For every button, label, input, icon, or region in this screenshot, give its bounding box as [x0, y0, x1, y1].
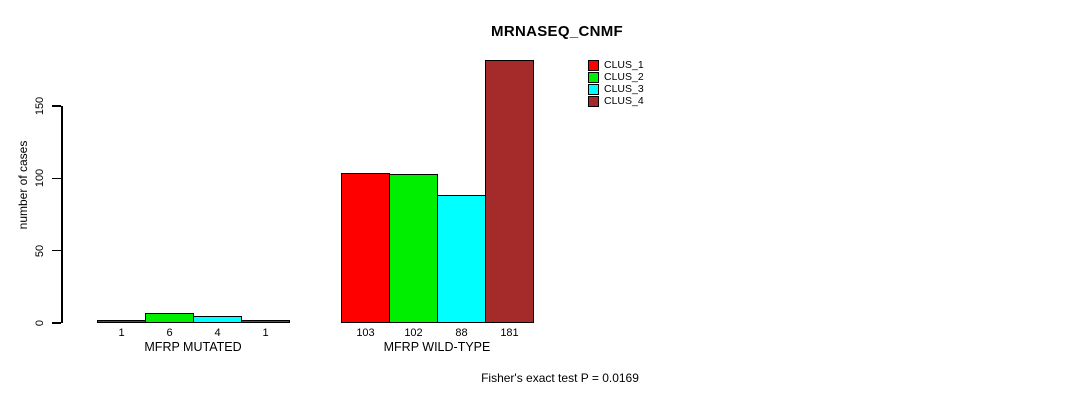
stat-annotation: Fisher's exact test P = 0.0169 — [481, 371, 639, 385]
y-tick-label: 50 — [34, 244, 46, 257]
legend-label: CLUS_2 — [604, 71, 644, 84]
y-axis-label: number of cases — [16, 140, 30, 230]
y-tick — [52, 322, 61, 324]
x-category-label: MFRP MUTATED — [144, 340, 242, 354]
y-tick — [52, 105, 61, 107]
bar-value-label: 1 — [262, 327, 269, 339]
bar-value-label: 181 — [500, 327, 519, 339]
y-tick-label: 150 — [34, 96, 46, 116]
x-category-label: MFRP WILD-TYPE — [383, 340, 491, 354]
legend-item-clus_4: CLUS_4 — [588, 95, 644, 107]
bar-value-label: 4 — [214, 327, 221, 339]
legend-swatch-icon — [588, 95, 599, 107]
y-tick — [52, 249, 61, 252]
bar-clus_2-2 — [389, 174, 438, 323]
bar-clus_3-2 — [437, 195, 486, 323]
legend-label: CLUS_3 — [604, 82, 644, 95]
bar-clus_1-2 — [341, 173, 390, 323]
y-tick-label: 0 — [34, 319, 46, 327]
y-tick — [52, 177, 61, 180]
y-tick-label: 100 — [34, 169, 46, 188]
bar-value-label: 103 — [356, 327, 375, 339]
bar-clus_4-1 — [241, 320, 290, 323]
legend-item-clus_3: CLUS_3 — [588, 82, 644, 96]
bar-clus_2-1 — [145, 313, 194, 323]
legend-swatch-icon — [588, 72, 599, 84]
bar-clus_4-2 — [485, 60, 534, 323]
bar-value-label: 88 — [455, 327, 468, 339]
bar-clus_3-1 — [193, 316, 242, 323]
legend-swatch-icon — [588, 83, 599, 95]
legend-swatch-icon — [588, 60, 599, 72]
bar-value-label: 102 — [404, 327, 423, 339]
legend-label: CLUS_1 — [604, 59, 644, 72]
y-axis-line — [61, 105, 63, 323]
bar-value-label: 1 — [118, 327, 125, 339]
legend-label: CLUS_4 — [604, 94, 644, 107]
chart-title: MRNASEQ_CNMF — [491, 23, 623, 40]
bar-value-label: 6 — [166, 327, 173, 339]
bar-clus_1-1 — [97, 320, 146, 323]
legend-item-clus_1: CLUS_1 — [588, 60, 644, 72]
legend: CLUS_1 CLUS_2 CLUS_3 CLUS_4 — [588, 60, 644, 107]
legend-item-clus_2: CLUS_2 — [588, 72, 644, 84]
